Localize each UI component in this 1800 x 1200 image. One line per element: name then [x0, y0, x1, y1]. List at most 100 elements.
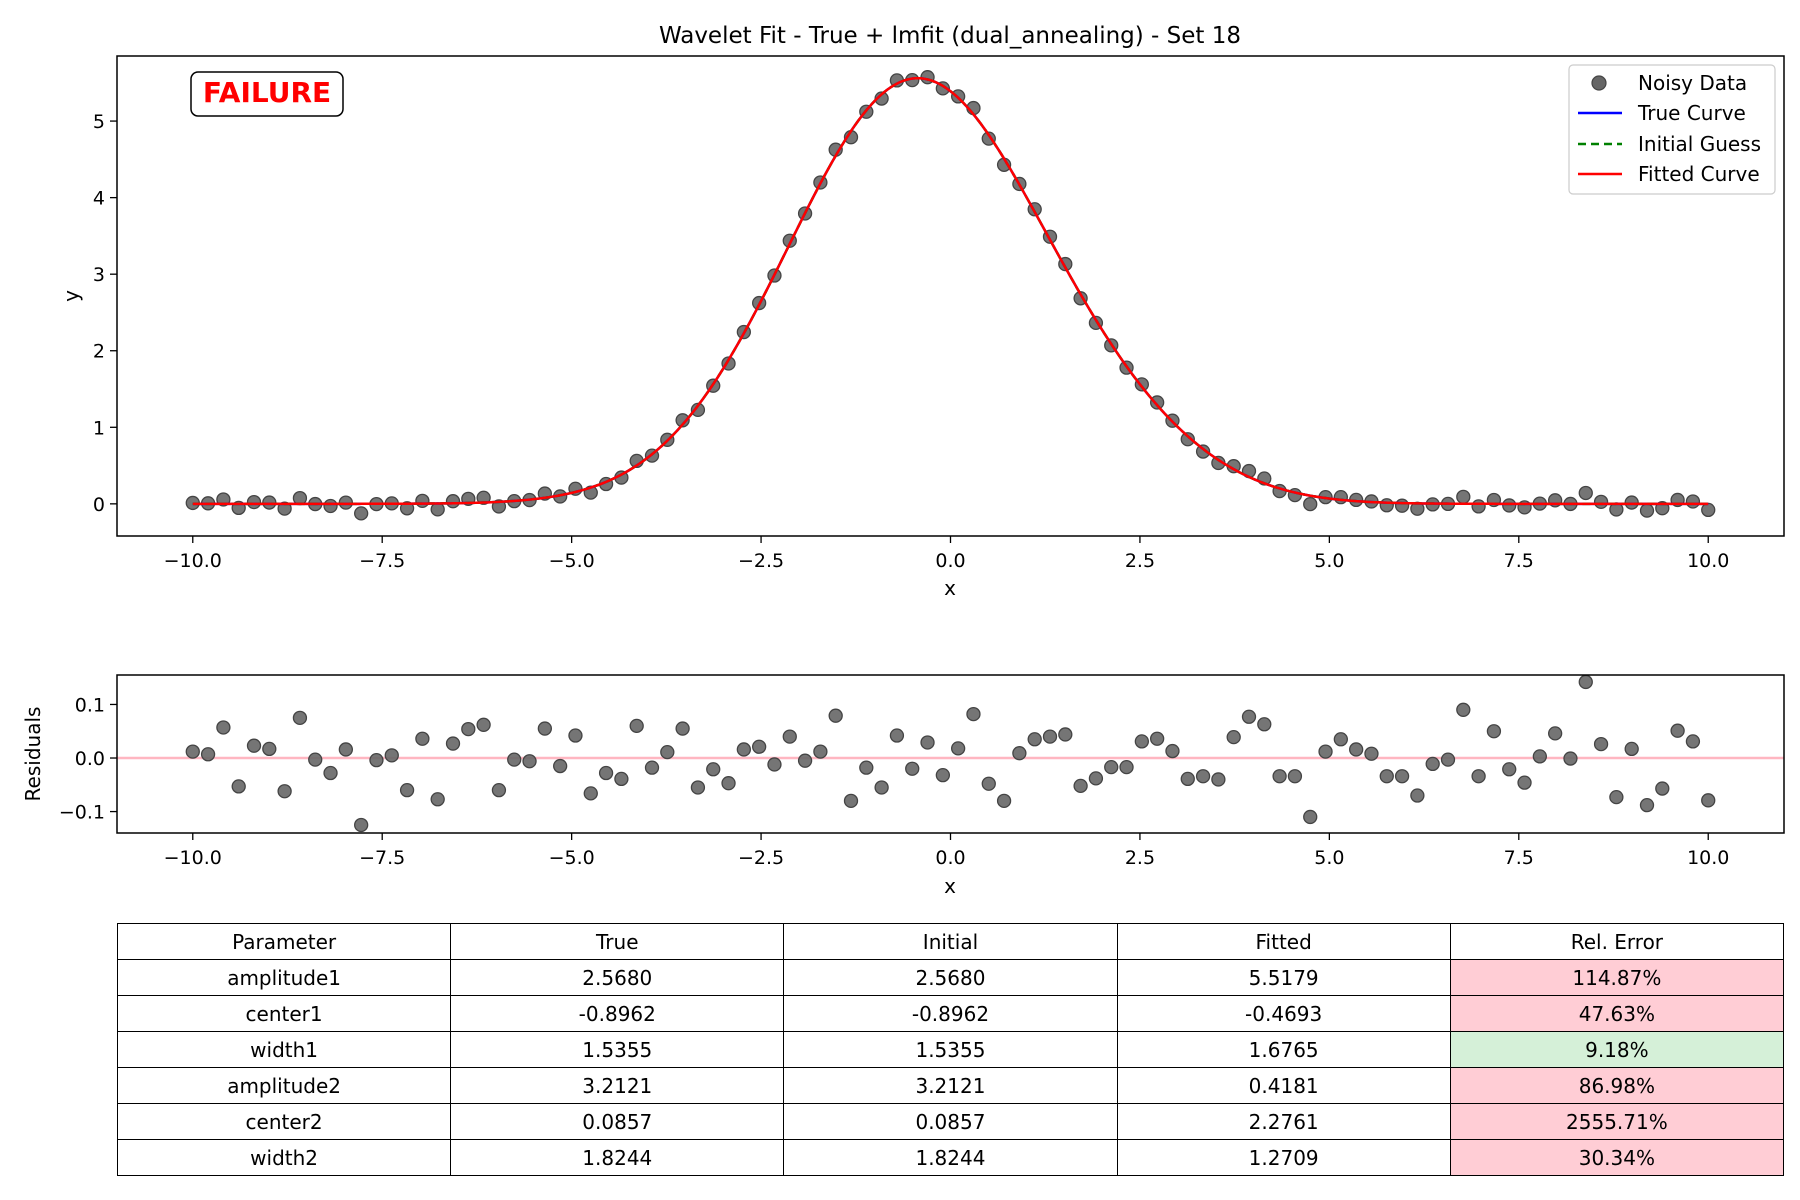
residual-point: [1701, 793, 1716, 808]
legend: Noisy Data True Curve Initial Guess Fitt…: [1568, 64, 1776, 195]
table-cell: width1: [116, 1031, 452, 1068]
residual-point: [246, 738, 262, 753]
residual-point: [308, 752, 323, 767]
residual-point: [598, 765, 614, 781]
residual-point: [1241, 709, 1257, 724]
residual-point: [644, 760, 660, 775]
error-cell: 2555.71%: [1449, 1103, 1785, 1140]
residual-point: [905, 761, 920, 776]
residual-point: [568, 728, 583, 743]
noisy-data-point: [1624, 495, 1639, 510]
error-cell: 9.18%: [1449, 1031, 1785, 1068]
chart-title: Wavelet Fit - True + lmfit (dual_anneali…: [659, 23, 1241, 49]
noisy-data-point: [1303, 496, 1318, 512]
table-cell: amplitude1: [116, 959, 452, 996]
table-header-cell: Initial: [783, 923, 1118, 960]
residual-point: [1670, 723, 1685, 738]
legend-label-noisy: Noisy Data: [1638, 71, 1747, 95]
residual-point: [629, 718, 644, 734]
residual-point: [384, 748, 399, 763]
residual-point: [1502, 762, 1517, 777]
residual-point: [690, 780, 706, 795]
table-cell: 2.5680: [783, 959, 1118, 996]
y-tick-label: 4: [93, 188, 105, 210]
residual-point: [889, 728, 905, 743]
residual-point: [1318, 744, 1333, 759]
residual-point: [1578, 674, 1593, 690]
x-tick-label: 10.0: [1687, 550, 1729, 572]
noisy-data-point: [399, 501, 415, 516]
table-row: width2 1.8244 1.8244 1.2709 30.34%: [116, 1139, 1785, 1176]
table-cell: 2.5680: [450, 959, 785, 996]
residual-point: [1364, 746, 1379, 761]
table-cell: -0.8962: [450, 995, 785, 1032]
residual-point: [721, 776, 736, 791]
residual-point: [752, 739, 767, 754]
table-header-cell: True: [450, 923, 785, 960]
y-tick-label: 0.1: [75, 694, 105, 716]
table-cell: 5.5179: [1116, 959, 1451, 996]
residual-point: [797, 753, 813, 768]
y-tick-label: 1: [93, 417, 105, 439]
table-header-cell: Rel. Error: [1449, 923, 1785, 960]
main-y-axis-label: y: [59, 290, 83, 302]
main-y-ticks: 0 1 2 3 4 5: [93, 111, 117, 516]
x-tick-label: 0.0: [935, 550, 965, 572]
noisy-data-point: [1195, 444, 1211, 459]
x-tick-label: 5.0: [1314, 550, 1344, 572]
residual-point: [537, 721, 552, 736]
table-row: width1 1.5355 1.5355 1.6765 9.18%: [116, 1031, 1785, 1068]
residual-point: [706, 762, 721, 777]
x-tick-label: −2.5: [738, 847, 784, 869]
noisy-data-point: [675, 413, 690, 428]
x-tick-label: 2.5: [1125, 550, 1155, 572]
residual-point: [981, 776, 996, 791]
residual-point: [1655, 781, 1670, 796]
noisy-data-point: [430, 502, 445, 517]
residual-point: [323, 765, 338, 781]
table-row: center1 -0.8962 -0.8962 -0.4693 47.63%: [116, 995, 1785, 1032]
failure-label: FAILURE: [203, 76, 331, 109]
residual-point: [767, 757, 782, 772]
residual-point: [996, 793, 1012, 809]
residual-marks: [117, 674, 1784, 833]
noisy-data-point: [354, 506, 369, 521]
table-cell: 0.0857: [450, 1103, 785, 1140]
y-tick-label: −0.1: [59, 802, 105, 824]
residual-point: [1379, 769, 1394, 784]
residual-point: [507, 752, 522, 767]
error-cell: 86.98%: [1449, 1067, 1785, 1104]
residual-point: [614, 771, 629, 787]
x-tick-label: −10.0: [164, 550, 222, 572]
residual-point: [1134, 734, 1149, 749]
table-header-cell: Fitted: [1116, 923, 1451, 960]
x-tick-label: −2.5: [738, 550, 784, 572]
residual-point: [399, 783, 415, 798]
noisy-data-point: [1578, 485, 1593, 501]
residual-point: [1639, 798, 1655, 813]
residual-point: [231, 779, 246, 794]
failure-badge: FAILURE: [190, 71, 344, 117]
table-cell: center2: [116, 1103, 452, 1140]
main-x-ticks: −10.0 −7.5 −5.0 −2.5 0.0 2.5 5.0 7.5 10.0: [164, 536, 1729, 572]
x-tick-label: −10.0: [164, 847, 222, 869]
noisy-data-point: [277, 501, 292, 516]
residual-point: [491, 783, 507, 798]
noisy-data-point: [874, 91, 889, 106]
residual-point: [1349, 742, 1364, 757]
residual-point: [583, 786, 598, 801]
table-cell: 3.2121: [450, 1067, 785, 1104]
residual-point: [1456, 702, 1471, 717]
legend-marker-noisy: [1591, 75, 1607, 91]
table-cell: 1.5355: [783, 1031, 1118, 1068]
residual-point: [1425, 756, 1440, 772]
residual-point: [1532, 749, 1547, 764]
residual-point: [1410, 788, 1425, 803]
residual-point: [1165, 743, 1180, 759]
residual-point: [1624, 741, 1639, 757]
noisy-data-point: [690, 402, 706, 418]
residual-point: [1211, 772, 1226, 787]
main-plot: −10.0 −7.5 −5.0 −2.5 0.0 2.5 5.0 7.5 10.0 0 1 2 3 4 5…: [59, 55, 1785, 600]
residual-point: [966, 706, 981, 722]
